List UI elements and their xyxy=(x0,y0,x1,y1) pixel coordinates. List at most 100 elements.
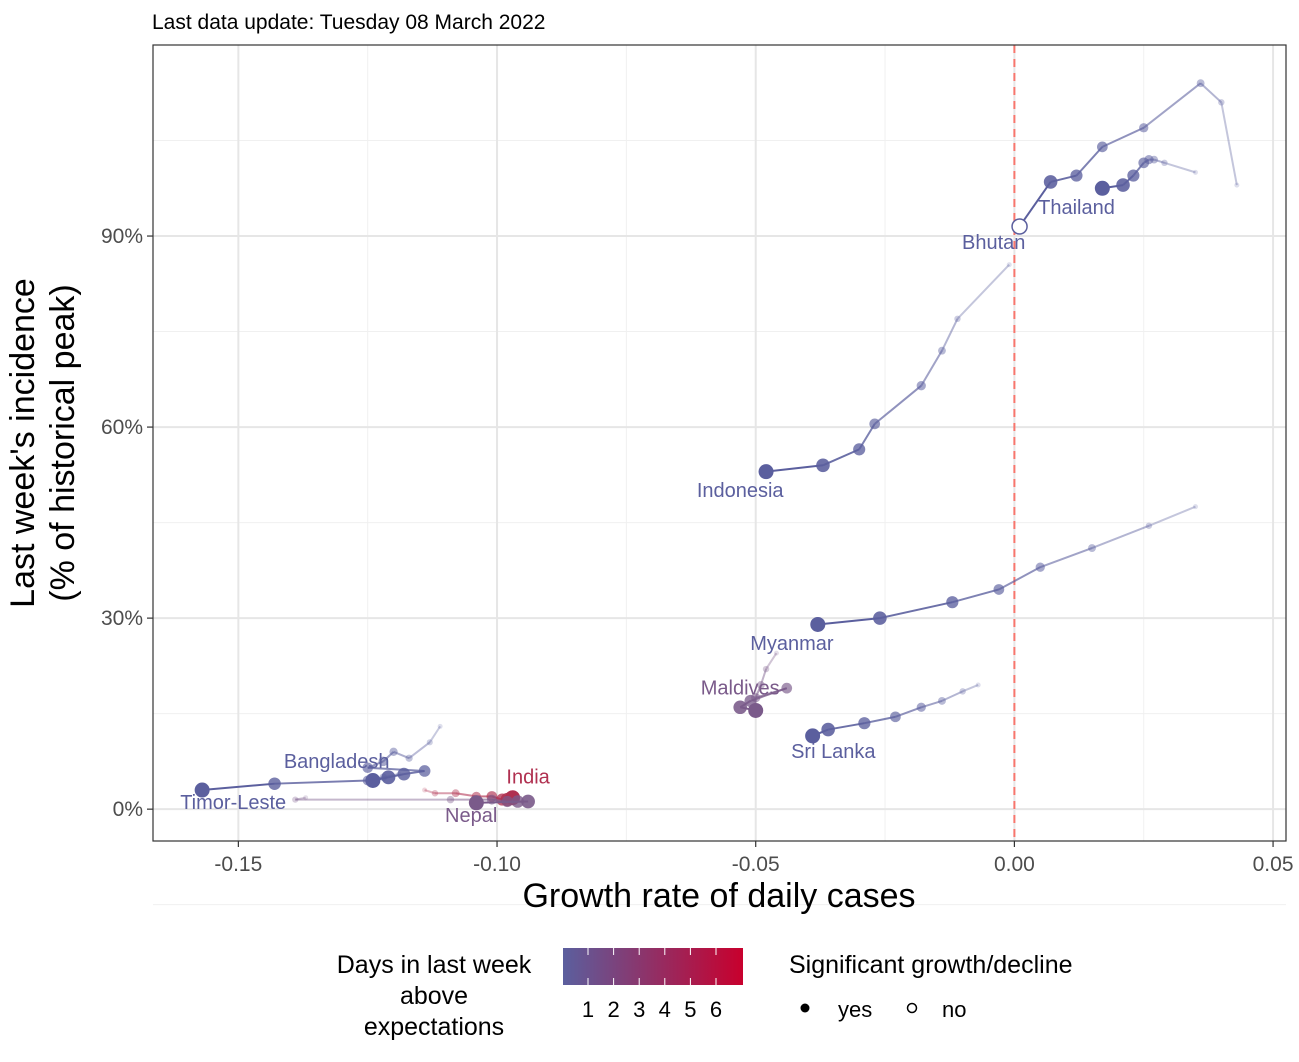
y-axis-title-line2: (% of historical peak) xyxy=(44,284,82,601)
series-segment xyxy=(1164,161,1196,174)
series-labels-group: Thailand Bhutan Indonesia Myanmar Maldives Sr… xyxy=(180,197,1115,827)
data-point xyxy=(389,747,398,757)
series-group xyxy=(194,79,1240,811)
data-point xyxy=(993,584,1005,595)
data-point xyxy=(378,756,388,767)
data-point xyxy=(781,682,793,694)
series-segment xyxy=(274,779,368,785)
plot-border xyxy=(152,44,1287,842)
x-axis-title: Growth rate of daily cases xyxy=(522,877,915,915)
series-segment xyxy=(1220,102,1238,186)
data-point xyxy=(954,315,961,323)
series-segment xyxy=(998,566,1041,591)
series-segment xyxy=(393,750,410,760)
data-point xyxy=(397,767,411,781)
series-label: Thailand xyxy=(1038,197,1115,219)
series-segment xyxy=(383,773,399,779)
data-point xyxy=(1145,522,1153,529)
legend-colorbar xyxy=(563,948,743,985)
data-point xyxy=(1011,218,1028,235)
series-segment xyxy=(202,782,275,792)
series-thailand xyxy=(1011,79,1240,235)
series-segment xyxy=(956,264,1010,320)
data-point xyxy=(773,650,779,656)
legend-label-no: no xyxy=(942,997,966,1022)
series-indonesia xyxy=(758,262,1012,480)
data-point xyxy=(521,794,535,809)
series-segment xyxy=(941,690,964,702)
x-tick-label: -0.15 xyxy=(214,853,262,876)
data-point xyxy=(1127,169,1140,182)
y-axis-title-line1: Last week's incidence xyxy=(4,278,42,608)
series-segment xyxy=(1018,181,1052,228)
series-label: Sri Lanka xyxy=(791,741,876,763)
series-segment xyxy=(1153,158,1165,164)
series-segment xyxy=(874,384,922,425)
data-point xyxy=(758,464,774,480)
series-segment xyxy=(962,684,979,693)
data-point xyxy=(194,782,210,798)
series-segment xyxy=(765,652,778,670)
y-tick-label: 30% xyxy=(101,607,143,630)
data-point xyxy=(1006,262,1012,268)
data-point xyxy=(858,717,871,730)
series-maldives xyxy=(733,650,793,718)
y-axis-ticks: 0% 30% 60% 90% xyxy=(101,225,153,821)
legend-color-title-line2: above xyxy=(400,982,468,1010)
grid-minor-lines xyxy=(153,45,1286,906)
y-tick-label: 90% xyxy=(101,225,143,248)
data-point xyxy=(916,702,926,712)
data-point xyxy=(446,795,455,804)
data-point xyxy=(890,711,901,723)
data-point xyxy=(1192,504,1198,510)
data-point xyxy=(853,443,866,456)
series-segment xyxy=(879,601,953,620)
data-point xyxy=(816,458,830,473)
series-segment xyxy=(408,741,431,760)
legend-color-title-line3: expectations xyxy=(364,1013,504,1041)
data-point xyxy=(938,696,946,705)
data-point xyxy=(733,700,747,715)
data-point xyxy=(810,616,826,632)
data-point xyxy=(396,771,402,777)
colorbar-tick-label: 2 xyxy=(607,997,619,1022)
data-point xyxy=(1192,169,1198,175)
series-segment xyxy=(1199,82,1223,104)
series-segment xyxy=(1101,126,1145,148)
y-tick-label: 0% xyxy=(113,798,143,821)
series-segment xyxy=(817,617,880,626)
data-point xyxy=(873,611,887,625)
data-point xyxy=(821,722,835,737)
data-point xyxy=(431,790,439,797)
series-label: Indonesia xyxy=(697,480,785,502)
data-point xyxy=(869,418,881,430)
colorbar-tick-label: 6 xyxy=(710,997,722,1022)
y-tick-label: 60% xyxy=(101,416,143,439)
data-point xyxy=(1234,182,1240,188)
x-tick-label: -0.10 xyxy=(473,853,521,876)
data-point xyxy=(1035,562,1045,572)
series-segment xyxy=(952,588,1000,604)
series-timor-leste xyxy=(194,771,402,798)
data-point xyxy=(292,796,299,803)
data-point xyxy=(1096,141,1108,153)
series-segment xyxy=(1091,524,1150,550)
legend-label-yes: yes xyxy=(838,997,872,1022)
series-segment xyxy=(920,350,943,387)
data-point xyxy=(511,795,524,808)
data-point xyxy=(405,754,413,762)
data-point xyxy=(437,723,443,729)
data-point xyxy=(938,346,946,355)
series-segment xyxy=(367,766,425,772)
series-label: Maldives xyxy=(701,678,780,700)
data-point xyxy=(501,795,514,808)
series-segment xyxy=(1075,146,1104,177)
colorbar-tick-label: 1 xyxy=(582,997,594,1022)
data-point xyxy=(1138,157,1150,169)
data-point xyxy=(1161,159,1168,167)
x-tick-label: 0.05 xyxy=(1253,853,1294,876)
data-point xyxy=(1094,180,1110,196)
x-tick-label: 0.00 xyxy=(994,853,1035,876)
